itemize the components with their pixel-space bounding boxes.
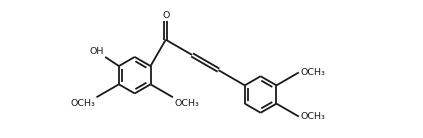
Text: O: O [162,11,170,20]
Text: OH: OH [89,47,104,56]
Text: OCH₃: OCH₃ [300,68,325,77]
Text: OCH₃: OCH₃ [70,99,95,108]
Text: OCH₃: OCH₃ [174,99,199,108]
Text: OCH₃: OCH₃ [300,112,325,121]
